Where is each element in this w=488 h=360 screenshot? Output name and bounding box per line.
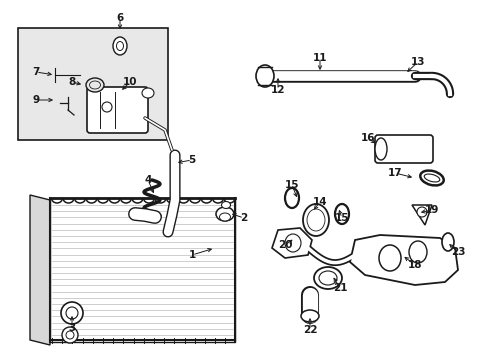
Ellipse shape <box>408 241 426 263</box>
Text: 1: 1 <box>188 250 195 260</box>
Text: 2: 2 <box>240 213 247 223</box>
Circle shape <box>66 307 78 319</box>
Ellipse shape <box>378 245 400 271</box>
Ellipse shape <box>285 234 301 252</box>
Ellipse shape <box>334 204 348 224</box>
Circle shape <box>62 327 78 343</box>
Text: 14: 14 <box>312 197 326 207</box>
Text: 8: 8 <box>68 77 76 87</box>
FancyBboxPatch shape <box>87 87 148 133</box>
Polygon shape <box>30 195 50 345</box>
Text: 15: 15 <box>334 213 348 223</box>
Ellipse shape <box>86 78 104 92</box>
Text: 7: 7 <box>32 67 40 77</box>
Text: 5: 5 <box>188 155 195 165</box>
Polygon shape <box>349 235 457 285</box>
Circle shape <box>416 207 426 217</box>
Polygon shape <box>271 228 311 258</box>
Ellipse shape <box>256 65 273 87</box>
Text: 4: 4 <box>144 175 151 185</box>
Polygon shape <box>411 205 431 225</box>
Polygon shape <box>50 198 235 342</box>
Circle shape <box>61 302 83 324</box>
Ellipse shape <box>89 81 101 89</box>
Text: 23: 23 <box>450 247 464 257</box>
Text: 20: 20 <box>277 240 292 250</box>
Ellipse shape <box>374 138 386 160</box>
Ellipse shape <box>441 233 453 251</box>
Ellipse shape <box>306 209 325 231</box>
Text: 16: 16 <box>360 133 374 143</box>
Text: 22: 22 <box>302 325 317 335</box>
Ellipse shape <box>313 267 341 289</box>
Ellipse shape <box>419 171 443 185</box>
Text: 21: 21 <box>332 283 346 293</box>
Text: 13: 13 <box>410 57 425 67</box>
Text: 6: 6 <box>116 13 123 23</box>
Text: 11: 11 <box>312 53 326 63</box>
Bar <box>18 28 168 140</box>
Ellipse shape <box>424 174 439 182</box>
Ellipse shape <box>285 188 298 208</box>
Ellipse shape <box>301 310 318 322</box>
Text: 18: 18 <box>407 260 421 270</box>
Ellipse shape <box>116 41 123 50</box>
Text: 15: 15 <box>284 180 299 190</box>
Circle shape <box>102 102 112 112</box>
Circle shape <box>66 331 74 339</box>
Text: 3: 3 <box>68 323 76 333</box>
Ellipse shape <box>216 207 234 221</box>
Text: 12: 12 <box>270 85 285 95</box>
Ellipse shape <box>219 213 230 221</box>
Ellipse shape <box>221 202 230 208</box>
Ellipse shape <box>303 204 328 236</box>
Ellipse shape <box>113 37 127 55</box>
Ellipse shape <box>142 88 154 98</box>
Text: 9: 9 <box>32 95 40 105</box>
Text: 19: 19 <box>424 205 438 215</box>
FancyBboxPatch shape <box>374 135 432 163</box>
Text: 17: 17 <box>387 168 402 178</box>
Ellipse shape <box>318 271 336 285</box>
Text: 10: 10 <box>122 77 137 87</box>
